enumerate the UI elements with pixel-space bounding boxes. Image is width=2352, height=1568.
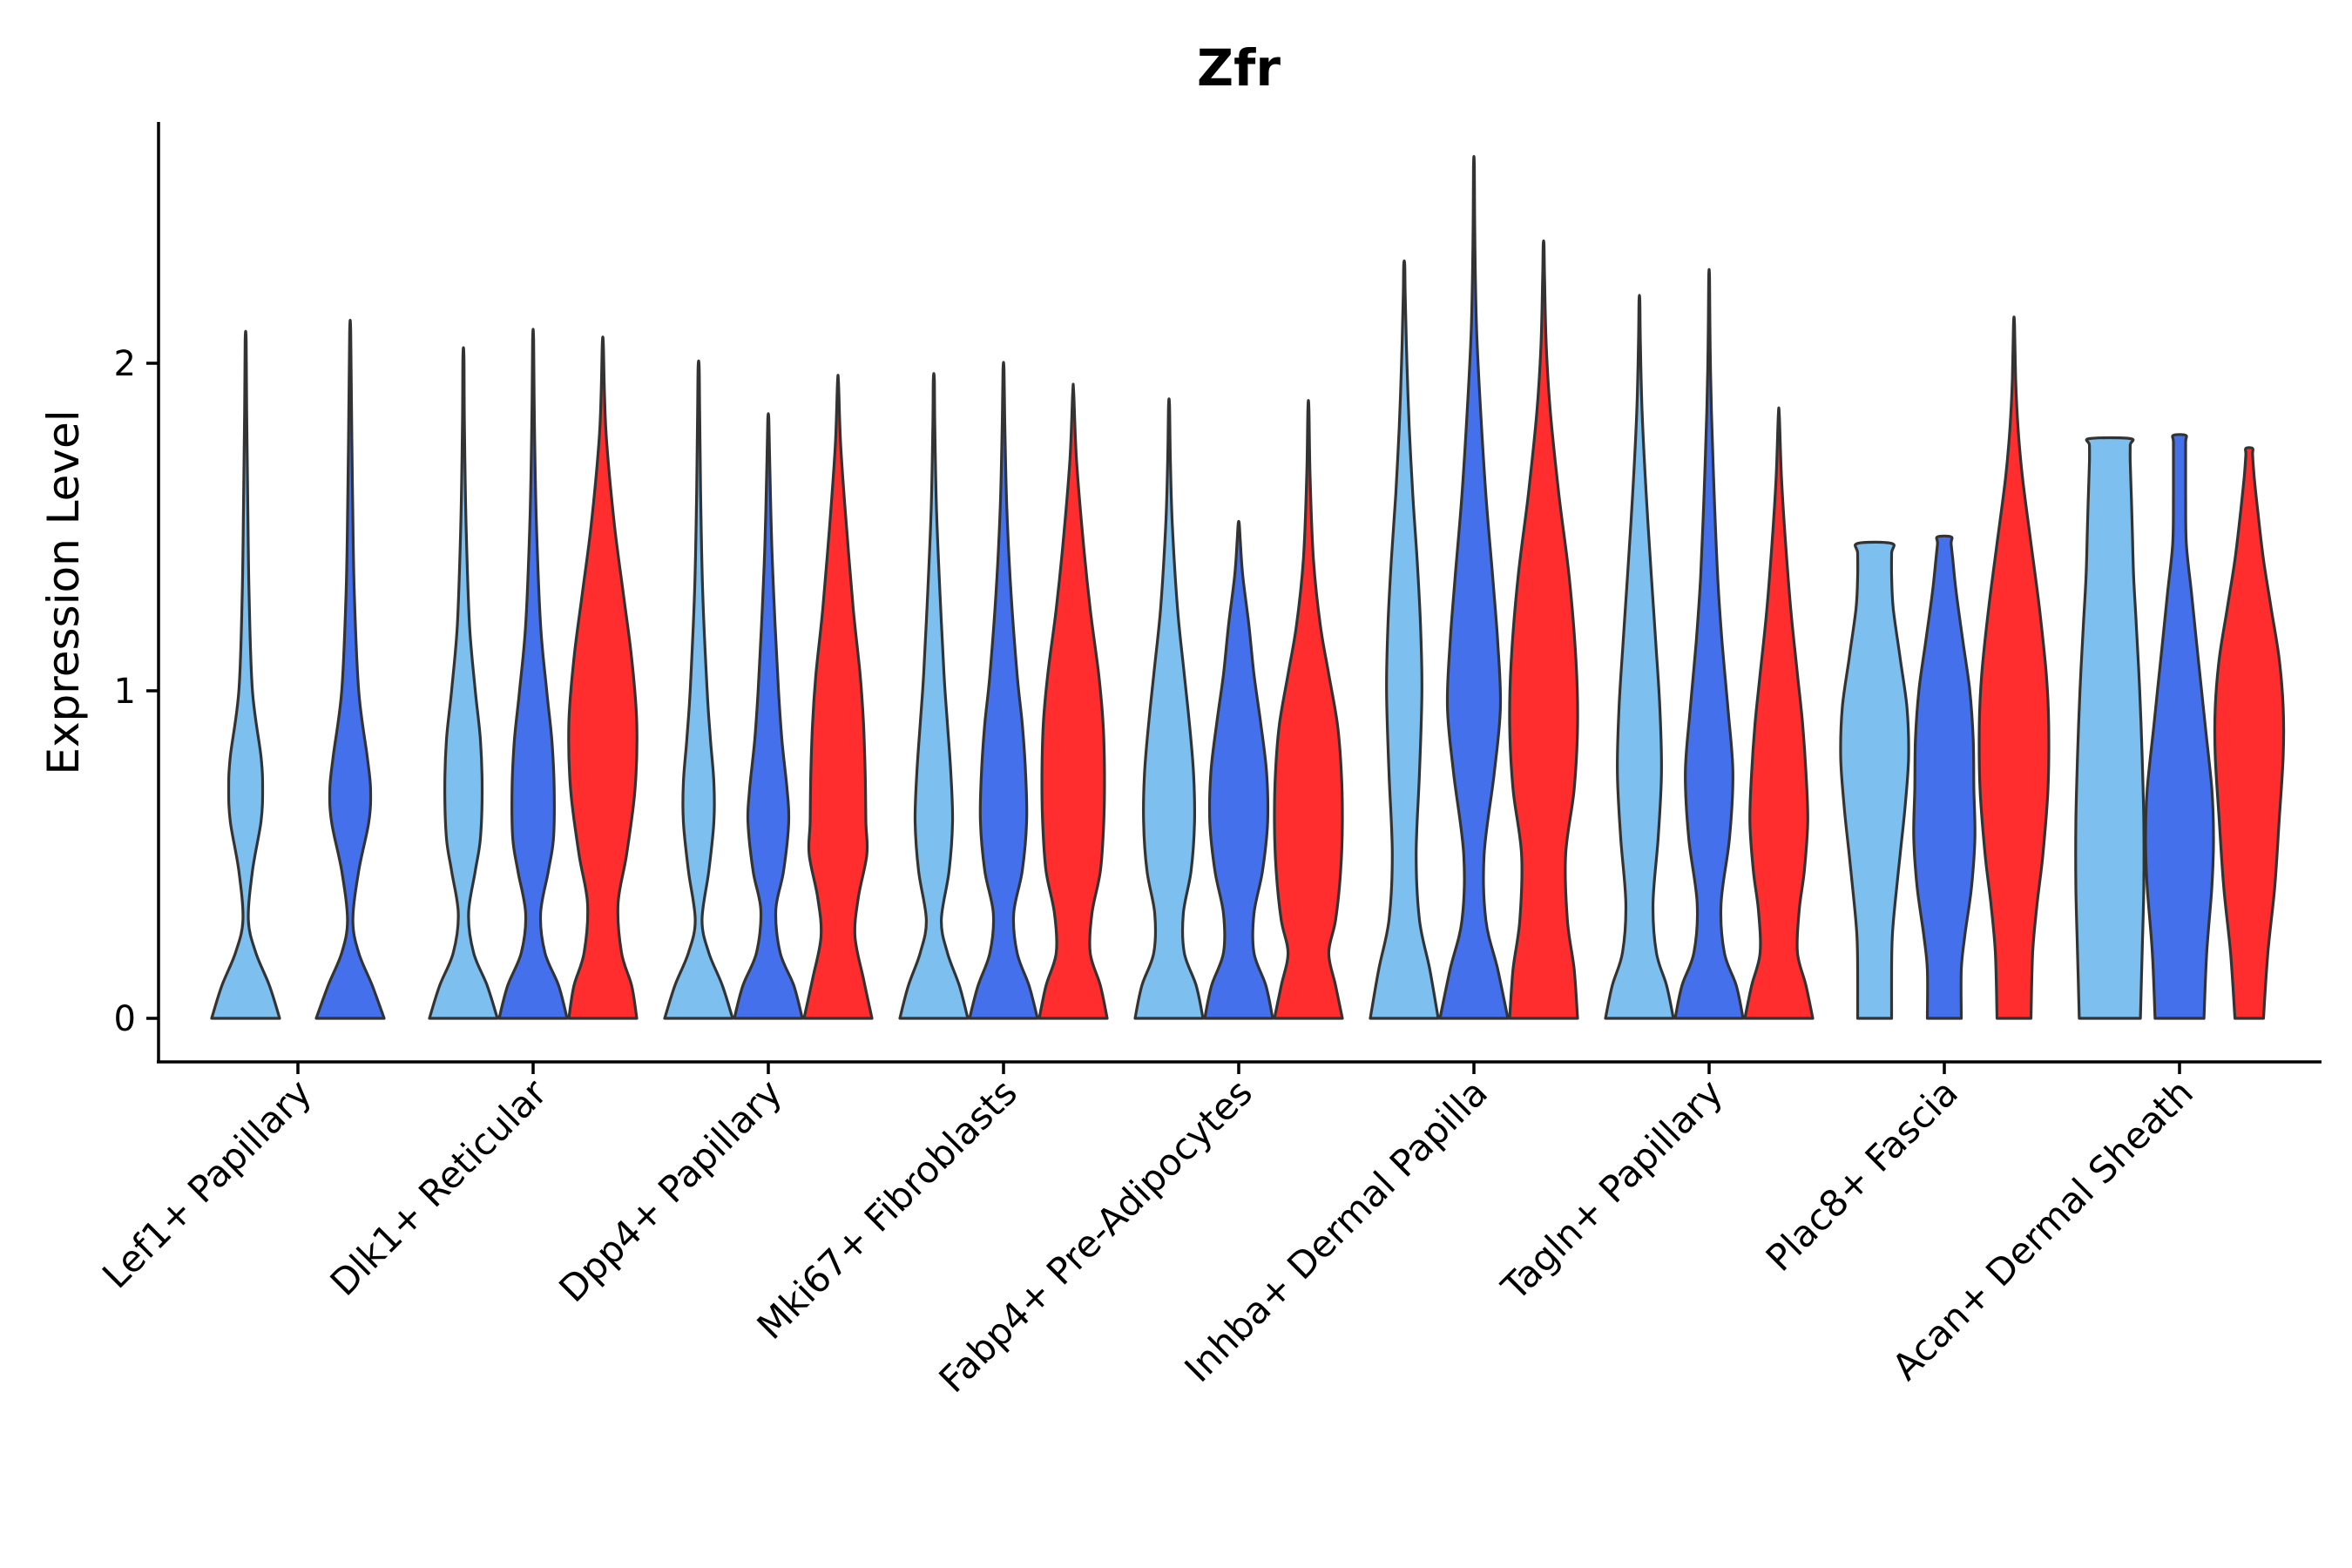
violin-plac8-fascia-group-1 <box>1839 540 1910 1020</box>
violin-plac8-fascia-group-3 <box>1977 315 2051 1020</box>
x-tick-label-lef1-papillary: Lef1+ Papillary <box>94 1071 320 1296</box>
violin-tagln-papillary-group-3 <box>1743 406 1815 1020</box>
violin-dlk1-reticular-group-2 <box>497 328 569 1020</box>
violin-inhba-dermal-papilla-group-3 <box>1508 239 1579 1020</box>
violin-acan-dermal-sheath-group-1 <box>2074 436 2146 1020</box>
y-axis-ticks: 0 1 2 <box>114 344 159 1039</box>
violin-tagln-papillary-group-1 <box>1604 294 1675 1020</box>
violin-inhba-dermal-papilla-group-2 <box>1438 155 1510 1020</box>
violin-lef1-papillary-group-1 <box>210 329 281 1020</box>
violin-mki67-fibroblasts-group-1 <box>898 372 970 1020</box>
violin-inhba-dermal-papilla-group-1 <box>1369 259 1440 1020</box>
x-tick-label-plac8-fascia: Plac8+ Fascia <box>1758 1071 1966 1279</box>
violin-acan-dermal-sheath-group-2 <box>2144 433 2215 1020</box>
violin-plac8-fascia-group-2 <box>1912 534 1977 1020</box>
violin-fabp4-pre-adipocytes-group-2 <box>1203 519 1274 1020</box>
violins-layer <box>210 155 2286 1020</box>
violin-dpp4-papillary-group-1 <box>663 359 734 1020</box>
x-tick-label-dlk1-reticular: Dlk1+ Reticular <box>322 1071 556 1304</box>
violin-mki67-fibroblasts-group-3 <box>1037 382 1109 1020</box>
violin-dpp4-papillary-group-3 <box>802 374 874 1020</box>
violin-dlk1-reticular-group-3 <box>567 335 639 1020</box>
violin-dlk1-reticular-group-1 <box>428 346 499 1020</box>
violin-mki67-fibroblasts-group-2 <box>968 361 1039 1020</box>
violin-fabp4-pre-adipocytes-group-1 <box>1133 397 1205 1020</box>
violin-tagln-papillary-group-2 <box>1673 267 1745 1020</box>
violin-acan-dermal-sheath-group-3 <box>2213 446 2286 1020</box>
y-tick-label: 1 <box>114 672 136 712</box>
x-tick-label-tagln-papillary: Tagln+ Papillary <box>1493 1071 1731 1308</box>
y-tick-label: 0 <box>114 999 136 1039</box>
x-tick-label-dpp4-papillary: Dpp4+ Papillary <box>551 1071 790 1310</box>
x-tick-label-mki67-fibroblasts: Mki67+ Fibroblasts <box>749 1071 1025 1347</box>
violin-lef1-papillary-group-2 <box>314 319 386 1020</box>
y-tick-label: 2 <box>114 344 136 384</box>
chart-title: Zfr <box>1197 38 1281 98</box>
y-axis-label: Expression Level <box>38 409 89 774</box>
violin-fabp4-pre-adipocytes-group-3 <box>1273 399 1344 1020</box>
violin-dpp4-papillary-group-2 <box>733 412 804 1020</box>
